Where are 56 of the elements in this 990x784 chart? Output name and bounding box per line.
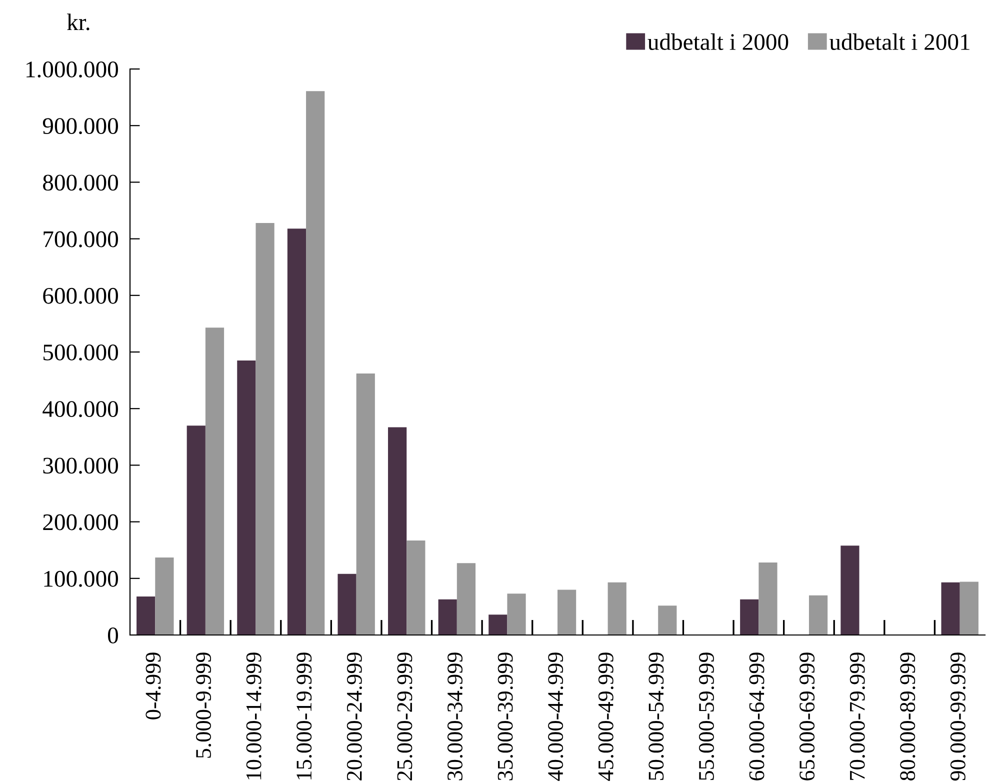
y-tick-label: 100.000 [44, 570, 118, 587]
bar [658, 606, 677, 635]
x-tick-label: 5.000-9.999 [196, 652, 212, 758]
x-tick-label: 15.000-19.999 [296, 652, 312, 780]
x-tick-label: 10.000-14.999 [246, 652, 262, 780]
x-tick-label: 40.000-44.999 [548, 652, 564, 781]
y-tick-label: 600.000 [43, 288, 118, 304]
x-tick-label: 25.000-29.999 [397, 652, 412, 780]
bar [558, 590, 576, 635]
y-tick-label: 400.000 [42, 401, 118, 418]
x-tick-label: 45.000-49.999 [598, 652, 614, 781]
bar [608, 582, 626, 635]
bar [338, 574, 356, 635]
y-tick-label: 800.000 [43, 174, 118, 191]
bar [155, 557, 174, 635]
bar [438, 599, 457, 635]
bar [488, 614, 508, 635]
bar [456, 563, 476, 635]
x-tick-label: 50.000-54.999 [648, 652, 664, 780]
y-tick-label: 1.000.000 [26, 61, 118, 78]
bar [808, 595, 828, 635]
x-tick-label: 60.000-64.999 [749, 652, 764, 780]
y-tick-label: 0 [108, 627, 118, 644]
x-tick-label: 30.000-34.999 [447, 652, 463, 780]
bar [388, 427, 407, 635]
bar [356, 374, 375, 635]
x-tick-label: 20.000-24.999 [346, 652, 362, 780]
y-tick-label: 300.000 [43, 458, 118, 474]
x-tick-label: 35.000-39.999 [498, 652, 513, 780]
legend-label: udbetalt i 2001 [830, 33, 970, 50]
bar [941, 582, 960, 635]
y-tick-label: 700.000 [44, 231, 118, 248]
x-tick-label: 55.000-59.999 [698, 652, 714, 780]
bar [740, 599, 759, 635]
bar [507, 594, 526, 635]
bar [960, 582, 978, 635]
y-axis-title: kr. [67, 14, 90, 30]
y-tick-label: 900.000 [42, 118, 118, 134]
x-tick-label: 0-4.999 [146, 652, 161, 720]
x-tick-label: 90.000-99.999 [950, 652, 966, 781]
bar [256, 222, 274, 635]
x-tick-label: 70.000-79.999 [850, 652, 865, 780]
bar [237, 360, 256, 635]
bar [306, 91, 325, 635]
bar [186, 426, 206, 635]
y-tick-label: 200.000 [43, 514, 118, 530]
x-tick-label: 80.000-89.999 [900, 652, 916, 780]
y-tick-label: 500.000 [44, 344, 118, 361]
legend-label: udbetalt i 2000 [648, 33, 788, 50]
bar [205, 328, 224, 635]
bar [406, 540, 426, 635]
x-tick-label: 65.000-69.999 [800, 652, 815, 780]
bar [136, 596, 156, 635]
bar [840, 546, 860, 635]
bar [758, 562, 778, 635]
bar [287, 228, 306, 635]
